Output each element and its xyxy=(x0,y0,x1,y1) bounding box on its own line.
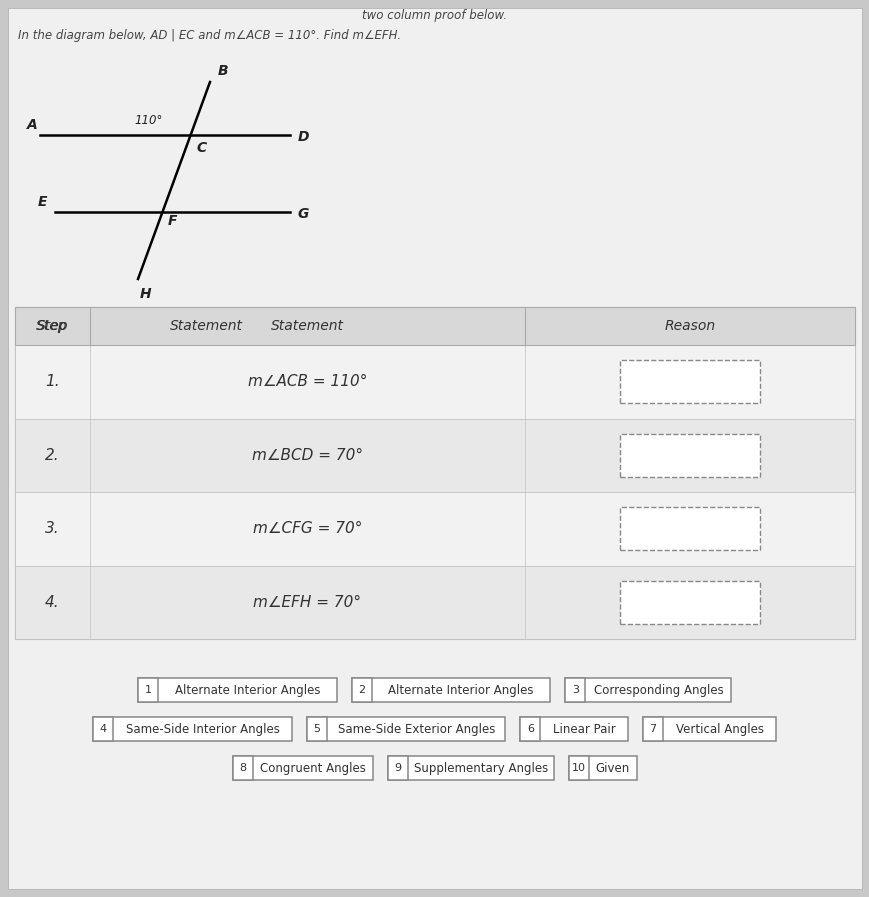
Bar xyxy=(352,678,372,702)
Text: D: D xyxy=(298,130,309,144)
Text: 10: 10 xyxy=(571,763,585,773)
Bar xyxy=(565,678,585,702)
Text: 4.: 4. xyxy=(45,595,60,610)
Bar xyxy=(233,756,372,780)
Bar xyxy=(568,756,636,780)
Bar xyxy=(15,307,854,639)
Text: Statement: Statement xyxy=(169,319,242,333)
Text: 1: 1 xyxy=(145,685,152,695)
Text: 4: 4 xyxy=(100,724,107,734)
Bar xyxy=(138,678,336,702)
Text: m∠CFG = 70°: m∠CFG = 70° xyxy=(253,521,362,536)
Text: 6: 6 xyxy=(527,724,534,734)
Bar xyxy=(15,419,854,492)
Text: Same-Side Exterior Angles: Same-Side Exterior Angles xyxy=(337,722,494,736)
Bar xyxy=(642,717,776,741)
Text: E: E xyxy=(37,195,47,209)
Text: H: H xyxy=(140,287,151,301)
Text: Alternate Interior Angles: Alternate Interior Angles xyxy=(175,684,320,696)
Text: F: F xyxy=(168,214,176,228)
Bar xyxy=(15,492,854,565)
Bar xyxy=(620,361,760,403)
Bar xyxy=(15,345,854,419)
Bar xyxy=(93,717,292,741)
Text: 5: 5 xyxy=(313,724,320,734)
Bar xyxy=(307,717,505,741)
Text: Vertical Angles: Vertical Angles xyxy=(675,722,763,736)
Text: Congruent Angles: Congruent Angles xyxy=(260,762,365,774)
Text: G: G xyxy=(298,207,309,221)
Bar xyxy=(520,717,627,741)
Bar xyxy=(307,717,327,741)
Text: 8: 8 xyxy=(239,763,246,773)
Text: Reason: Reason xyxy=(664,319,714,333)
Bar xyxy=(388,756,553,780)
Text: Supplementary Angles: Supplementary Angles xyxy=(413,762,547,774)
Text: Given: Given xyxy=(595,762,629,774)
Text: In the diagram below, AD | EC and m∠ACB = 110°. Find m∠EFH.: In the diagram below, AD | EC and m∠ACB … xyxy=(18,29,401,42)
Bar xyxy=(620,434,760,476)
Bar xyxy=(138,678,158,702)
Text: 3.: 3. xyxy=(45,521,60,536)
Bar xyxy=(620,581,760,623)
Text: 3: 3 xyxy=(571,685,579,695)
Text: Corresponding Angles: Corresponding Angles xyxy=(593,684,722,696)
Text: Statement: Statement xyxy=(270,319,343,333)
Text: 110°: 110° xyxy=(135,114,163,127)
Text: two column proof below.: two column proof below. xyxy=(362,9,507,22)
Bar xyxy=(565,678,731,702)
Bar xyxy=(568,756,588,780)
Text: Step: Step xyxy=(36,319,68,333)
Text: A: A xyxy=(27,118,37,132)
Text: Alternate Interior Angles: Alternate Interior Angles xyxy=(388,684,534,696)
Text: 2: 2 xyxy=(358,685,365,695)
Bar xyxy=(352,678,550,702)
Text: B: B xyxy=(218,64,229,78)
Text: Step: Step xyxy=(36,319,68,333)
Text: m∠ACB = 110°: m∠ACB = 110° xyxy=(248,374,367,389)
Bar xyxy=(15,565,854,639)
Text: C: C xyxy=(196,141,207,155)
Bar xyxy=(93,717,113,741)
Bar xyxy=(642,717,662,741)
Bar xyxy=(233,756,253,780)
Bar xyxy=(388,756,408,780)
Bar xyxy=(620,508,760,550)
Text: 7: 7 xyxy=(648,724,656,734)
Text: m∠EFH = 70°: m∠EFH = 70° xyxy=(253,595,362,610)
Text: 1.: 1. xyxy=(45,374,60,389)
Text: 2.: 2. xyxy=(45,448,60,463)
Text: Same-Side Interior Angles: Same-Side Interior Angles xyxy=(126,722,279,736)
Text: m∠BCD = 70°: m∠BCD = 70° xyxy=(252,448,362,463)
Bar xyxy=(520,717,540,741)
Text: Linear Pair: Linear Pair xyxy=(552,722,615,736)
Text: 9: 9 xyxy=(394,763,401,773)
Bar xyxy=(15,307,854,345)
